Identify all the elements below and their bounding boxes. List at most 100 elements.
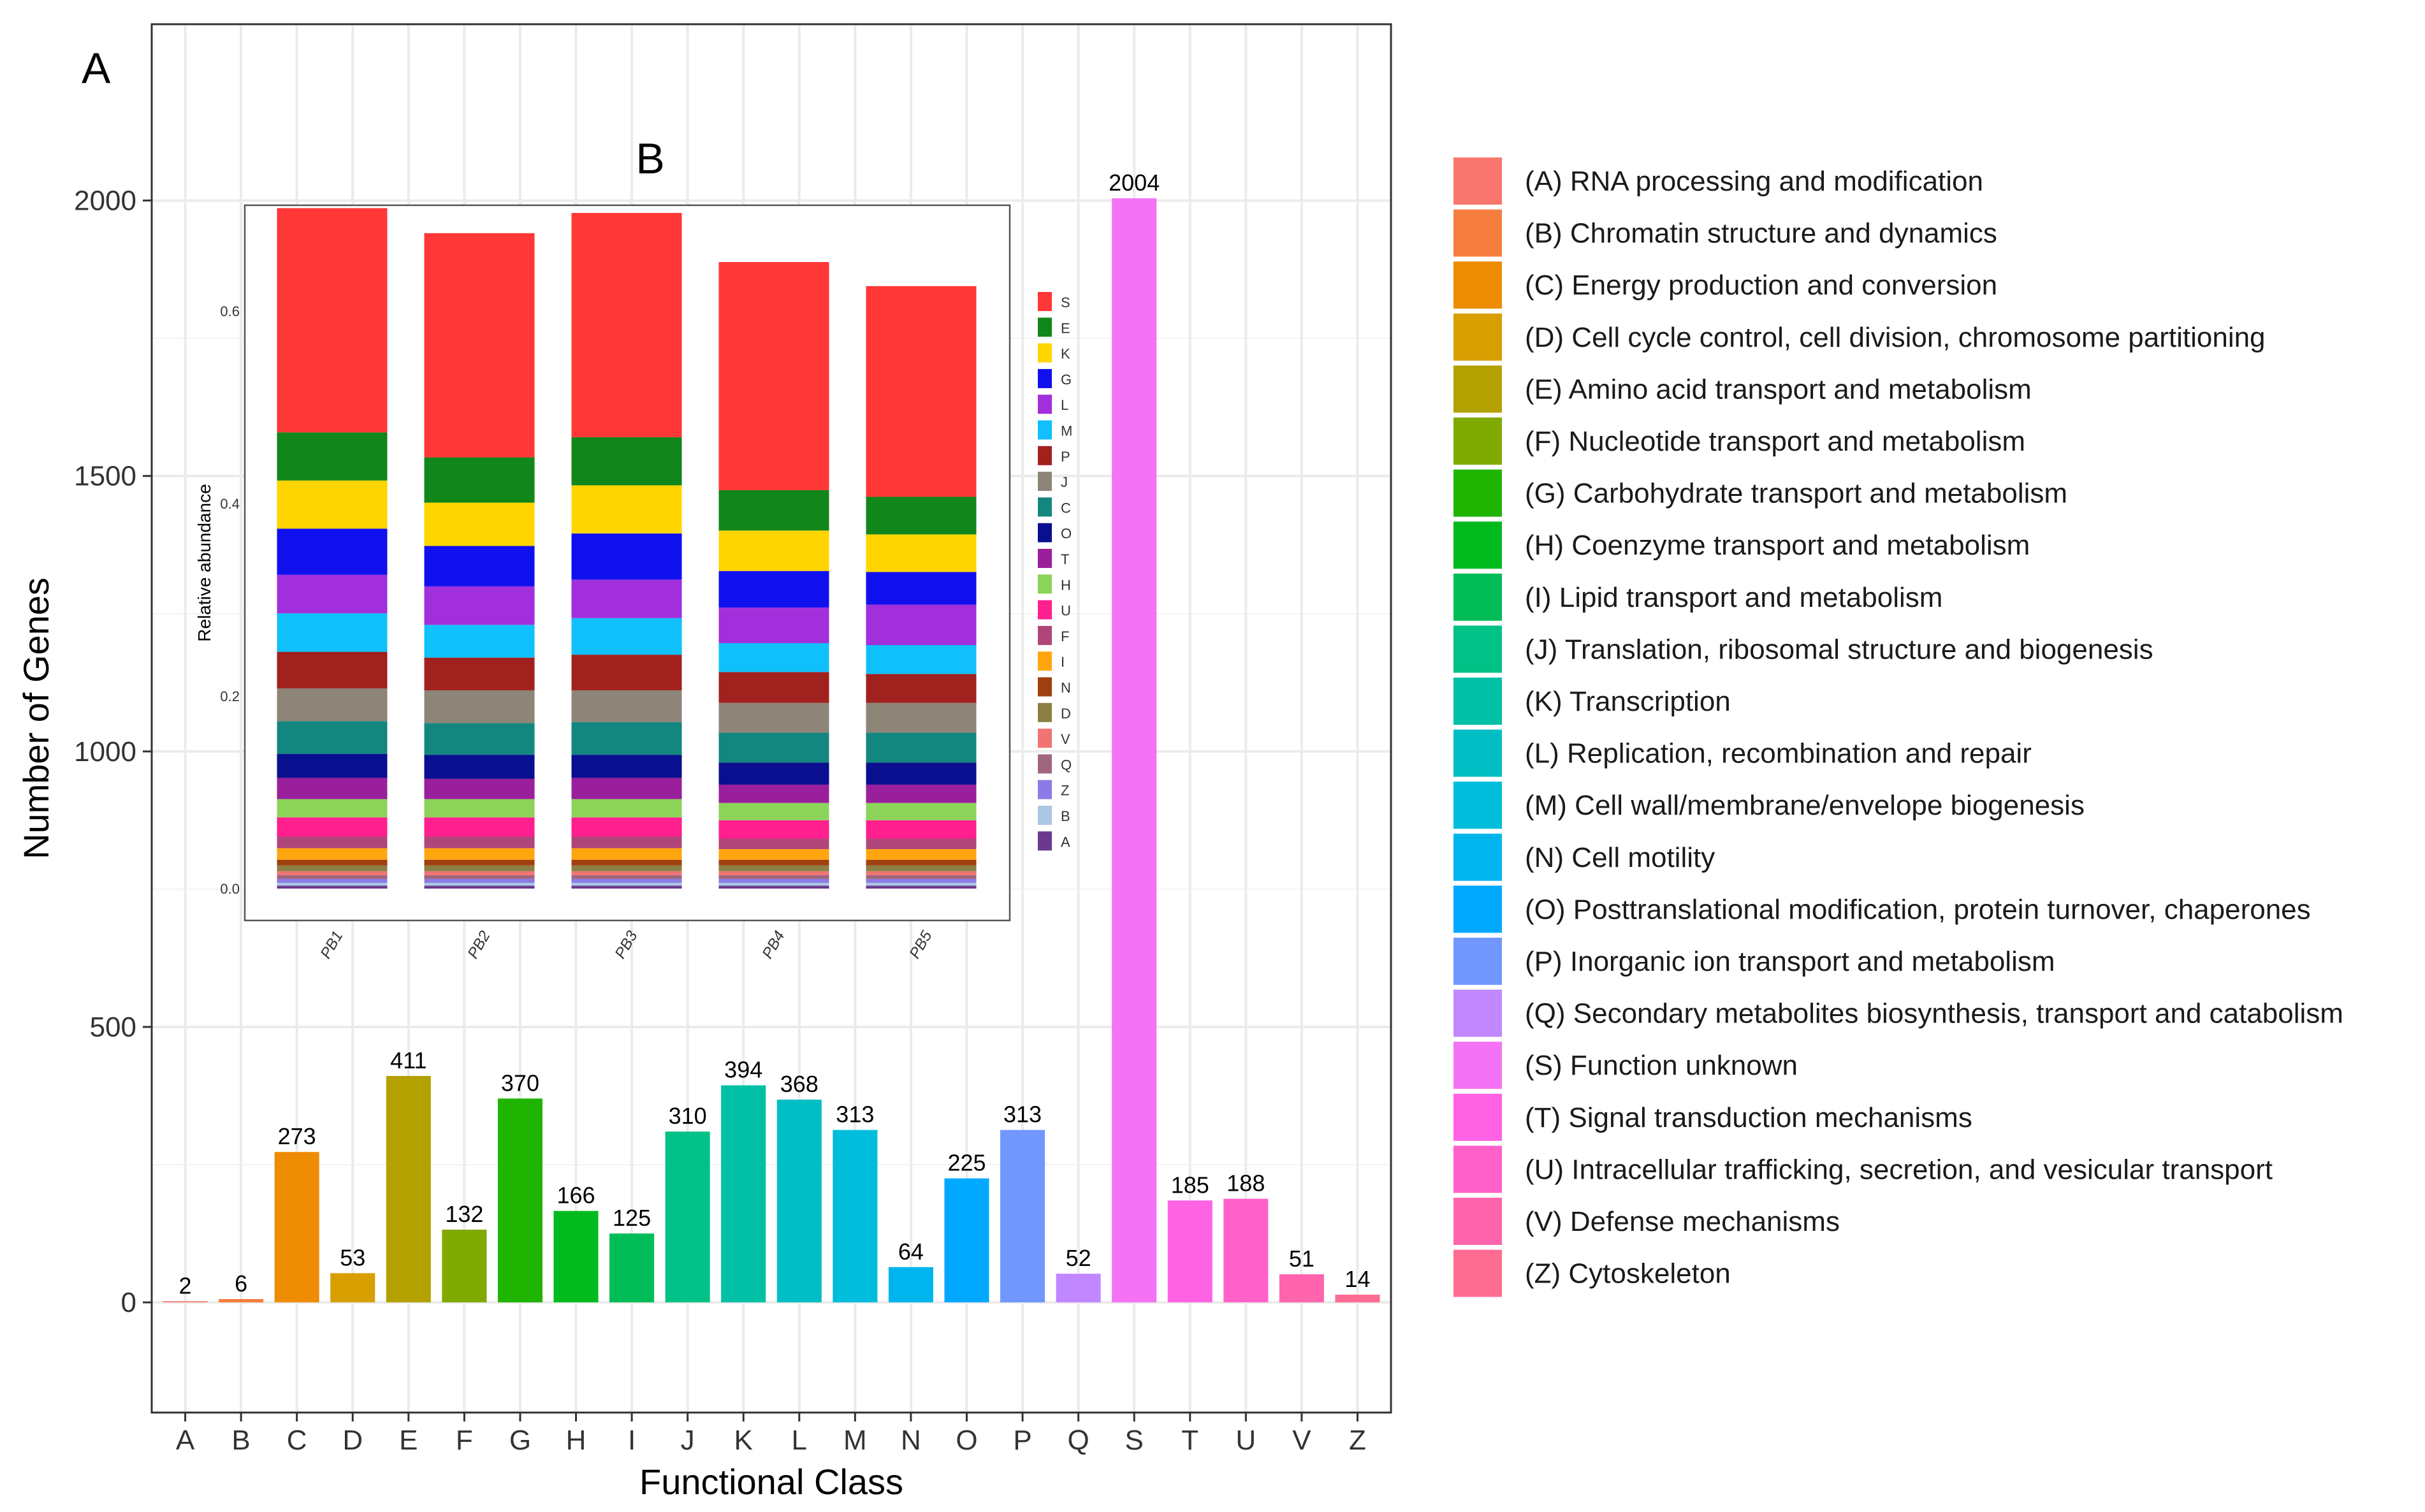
bar-value-label-D: 53 xyxy=(340,1244,365,1270)
legend-swatch-K xyxy=(1453,678,1502,725)
inset-segment-PB5-T xyxy=(866,784,977,803)
bar-value-label-M: 313 xyxy=(836,1101,874,1128)
y-tick-label: 1500 xyxy=(74,461,136,492)
inset-segment-PB5-A xyxy=(866,885,977,889)
inset-segment-PB4-F xyxy=(718,838,829,850)
inset-segment-PB3-T xyxy=(571,778,682,799)
inset-legend-label-A: A xyxy=(1061,834,1070,850)
legend-label-P: (P) Inorganic ion transport and metaboli… xyxy=(1525,946,2055,977)
inset-segment-PB5-S xyxy=(866,286,977,497)
inset-segment-PB4-C xyxy=(718,732,829,763)
inset-segment-PB1-L xyxy=(277,574,388,614)
legend-label-F: (F) Nucleotide transport and metabolism xyxy=(1525,426,2025,457)
inset-segment-PB3-C xyxy=(571,722,682,755)
inset-y-axis-title: Relative abundance xyxy=(194,484,214,642)
inset-segment-PB3-K xyxy=(571,485,682,534)
bar-C xyxy=(274,1152,319,1303)
x-tick-label-S: S xyxy=(1125,1425,1144,1456)
main-chart-value-labels: 2 6 273 53 411 132 370 166 125 310 394 368 313 64 225 3… xyxy=(179,170,1371,1298)
inset-legend-swatch-O xyxy=(1038,523,1052,542)
inset-segment-PB5-L xyxy=(866,604,977,646)
inset-legend-swatch-A xyxy=(1038,831,1052,851)
inset-segment-PB3-G xyxy=(571,533,682,580)
inset-segment-PB3-I xyxy=(571,848,682,860)
inset-segment-PB3-P xyxy=(571,655,682,690)
x-tick-label-T: T xyxy=(1181,1425,1198,1456)
inset-segment-PB2-F xyxy=(424,836,535,848)
inset-segment-PB4-N xyxy=(718,859,829,866)
inset-segment-PB1-S xyxy=(277,208,388,433)
inset-segment-PB4-P xyxy=(718,672,829,703)
inset-segment-PB4-G xyxy=(718,571,829,608)
bar-value-label-S: 2004 xyxy=(1109,170,1160,196)
x-tick-label-F: F xyxy=(456,1425,473,1456)
inset-segment-PB1-M xyxy=(277,613,388,652)
inset-segment-PB2-J xyxy=(424,690,535,723)
legend-label-U: (U) Intracellular trafficking, secretion… xyxy=(1525,1154,2273,1185)
x-tick-label-Z: Z xyxy=(1349,1425,1366,1456)
inset-segment-PB2-G xyxy=(424,546,535,586)
x-tick-label-I: I xyxy=(628,1425,636,1456)
bar-P xyxy=(1000,1130,1045,1303)
inset-segment-PB3-M xyxy=(571,618,682,655)
inset-segment-PB2-P xyxy=(424,657,535,690)
bar-D xyxy=(330,1273,375,1303)
inset-segment-PB2-O xyxy=(424,755,535,779)
inset-legend-swatch-J xyxy=(1038,472,1052,491)
inset-segment-PB1-H xyxy=(277,799,388,818)
inset-segment-PB3-F xyxy=(571,836,682,848)
inset-legend-label-D: D xyxy=(1061,706,1071,722)
legend-swatch-I xyxy=(1453,573,1502,621)
bar-Z xyxy=(1335,1295,1380,1303)
legend-label-J: (J) Translation, ribosomal structure and… xyxy=(1525,634,2153,665)
inset-legend-label-U: U xyxy=(1061,603,1071,619)
legend-swatch-D xyxy=(1453,313,1502,361)
bar-value-label-B: 6 xyxy=(235,1270,247,1297)
main-chart-bars xyxy=(163,198,1380,1303)
inset-segment-PB5-Z xyxy=(866,878,977,883)
bar-value-label-G: 370 xyxy=(501,1070,539,1096)
legend-label-I: (I) Lipid transport and metabolism xyxy=(1525,582,1942,613)
inset-segment-PB1-Z xyxy=(277,878,388,883)
inset-legend-label-C: C xyxy=(1061,500,1071,516)
inset-segment-PB4-Q xyxy=(718,875,829,879)
inset-segment-PB2-U xyxy=(424,817,535,837)
y-tick-label: 1000 xyxy=(74,736,136,767)
legend-swatch-C xyxy=(1453,261,1502,309)
inset-segment-PB1-O xyxy=(277,753,388,778)
bar-value-label-L: 368 xyxy=(780,1071,819,1097)
legend-label-S: (S) Function unknown xyxy=(1525,1050,1798,1081)
inset-segment-PB2-Q xyxy=(424,875,535,879)
x-axis-title: Functional Class xyxy=(639,1462,903,1502)
bar-M xyxy=(833,1130,878,1303)
bar-value-label-N: 64 xyxy=(898,1239,924,1265)
legend-label-C: (C) Energy production and conversion xyxy=(1525,270,1997,301)
inset-segment-PB3-E xyxy=(571,437,682,486)
inset-segment-PB3-U xyxy=(571,817,682,837)
inset-segment-PB2-C xyxy=(424,723,535,755)
bar-S xyxy=(1112,198,1157,1303)
panel-label-b: B xyxy=(636,134,664,183)
inset-segment-PB1-E xyxy=(277,432,388,481)
legend-swatch-S xyxy=(1453,1042,1502,1089)
y-tick-label: 0 xyxy=(121,1287,136,1318)
bar-value-label-I: 125 xyxy=(613,1205,651,1231)
inset-segment-PB1-T xyxy=(277,778,388,799)
bar-K xyxy=(721,1085,766,1303)
inset-segment-PB3-B xyxy=(571,882,682,886)
bar-B xyxy=(219,1298,264,1303)
legend-label-G: (G) Carbohydrate transport and metabolis… xyxy=(1525,478,2067,509)
inset-segment-PB2-T xyxy=(424,778,535,799)
inset-legend-swatch-N xyxy=(1038,677,1052,697)
inset-legend-label-N: N xyxy=(1061,680,1071,696)
inset-segment-PB1-B xyxy=(277,882,388,886)
bar-value-label-T: 185 xyxy=(1171,1172,1209,1198)
legend-swatch-O xyxy=(1453,885,1502,933)
inset-legend-label-Q: Q xyxy=(1061,757,1072,773)
inset-legend-swatch-F xyxy=(1038,625,1052,645)
x-tick-label-V: V xyxy=(1292,1425,1311,1456)
legend-swatch-B xyxy=(1453,209,1502,257)
bar-V xyxy=(1279,1274,1324,1303)
inset-segment-PB2-H xyxy=(424,799,535,818)
legend-label-Q: (Q) Secondary metabolites biosynthesis, … xyxy=(1525,998,2343,1029)
